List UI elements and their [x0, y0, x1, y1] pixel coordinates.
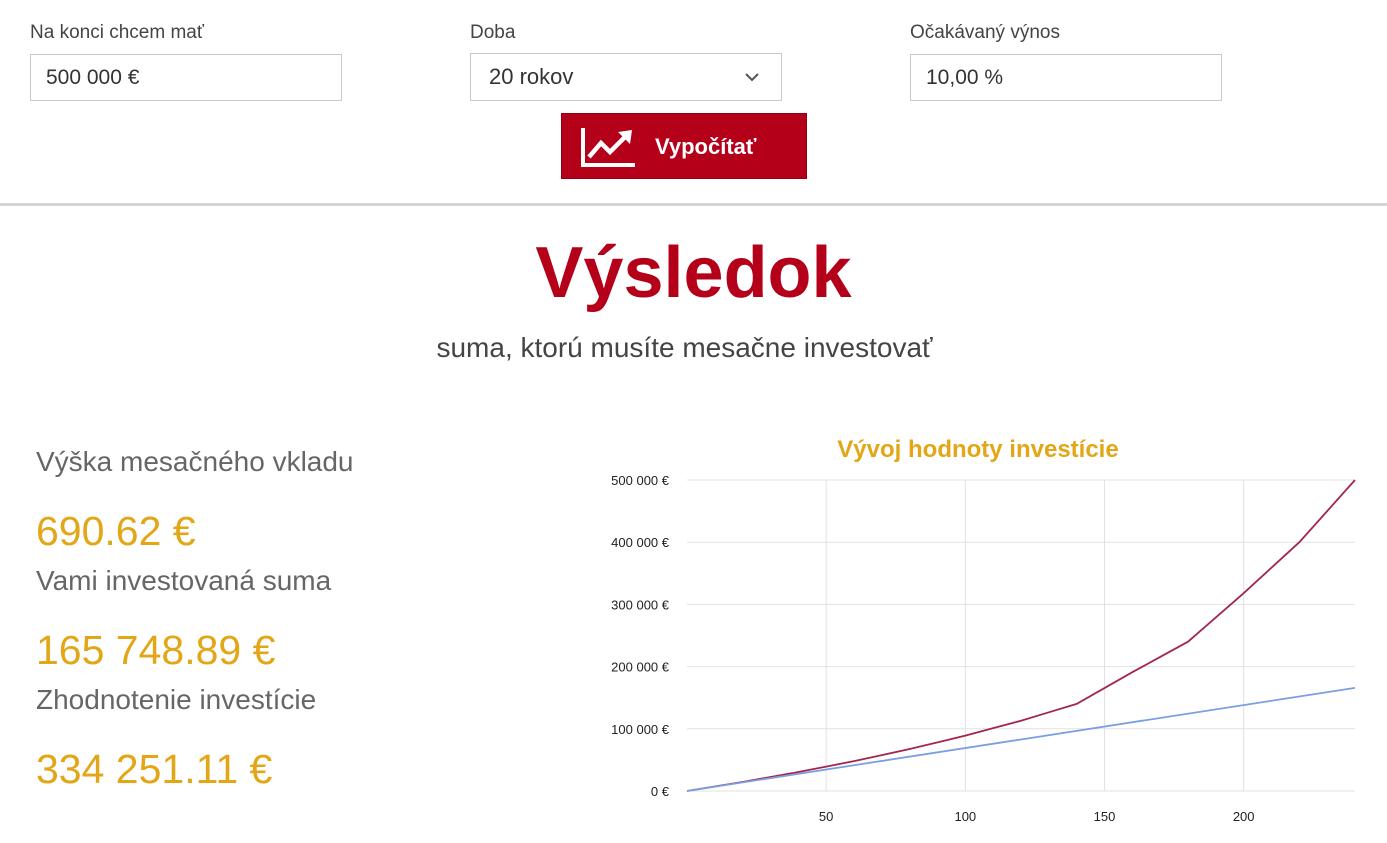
trending-up-chart-icon: [581, 128, 635, 167]
chart-ticks: 0 € 100 000 € 200 000 € 300 000 € 400 000 € 5…: [611, 473, 1254, 824]
y-tick-label: 500 000 €: [611, 473, 670, 488]
y-tick-label: 300 000 €: [611, 597, 670, 612]
x-tick-label: 50: [819, 809, 833, 824]
section-divider: [0, 203, 1387, 206]
result-title: Výsledok: [535, 233, 852, 313]
y-tick-label: 400 000 €: [611, 535, 670, 550]
expected-yield-label: Očakávaný výnos: [910, 22, 1060, 43]
y-tick-label: 200 000 €: [611, 660, 670, 675]
expected-yield-input[interactable]: 10,00 %: [910, 54, 1222, 101]
period-select[interactable]: 20 rokov: [470, 53, 782, 101]
calculate-button-label: Vypočítať: [655, 134, 757, 159]
investment-chart: Vývoj hodnoty investície 0 € 100 000 € 200…: [590, 425, 1380, 838]
monthly-deposit-value: 690.62 €: [36, 508, 196, 554]
invested-amount-line: [686, 687, 1356, 792]
target-amount-input[interactable]: 500 000 €: [30, 54, 342, 101]
investment-gain-value: 334 251.11 €: [36, 746, 273, 792]
investment-gain-label: Zhodnotenie investície: [36, 684, 317, 715]
y-tick-label: 100 000 €: [611, 722, 670, 737]
calculate-button[interactable]: Vypočítať: [561, 113, 807, 179]
monthly-deposit-label: Výška mesačného vkladu: [36, 446, 354, 477]
x-tick-label: 200: [1233, 809, 1255, 824]
result-subtitle: suma, ktorú musíte mesačne investovať: [436, 332, 933, 363]
chart-title: Vývoj hodnoty investície: [837, 436, 1118, 463]
investment-value-line: [686, 479, 1356, 792]
invested-amount-label: Vami investovaná suma: [36, 565, 332, 596]
y-tick-label: 0 €: [651, 784, 670, 799]
chart-grid: [687, 479, 1355, 792]
chart-series: [686, 479, 1356, 792]
x-tick-label: 100: [954, 809, 976, 824]
chevron-down-icon: [745, 73, 759, 82]
period-label: Doba: [470, 22, 516, 43]
period-select-value: 20 rokov: [489, 64, 574, 89]
invested-amount-value: 165 748.89 €: [36, 627, 276, 673]
target-amount-label: Na konci chcem mať: [30, 22, 204, 43]
x-tick-label: 150: [1094, 809, 1116, 824]
investment-chart-svg: Vývoj hodnoty investície 0 € 100 000 € 200…: [611, 436, 1356, 824]
